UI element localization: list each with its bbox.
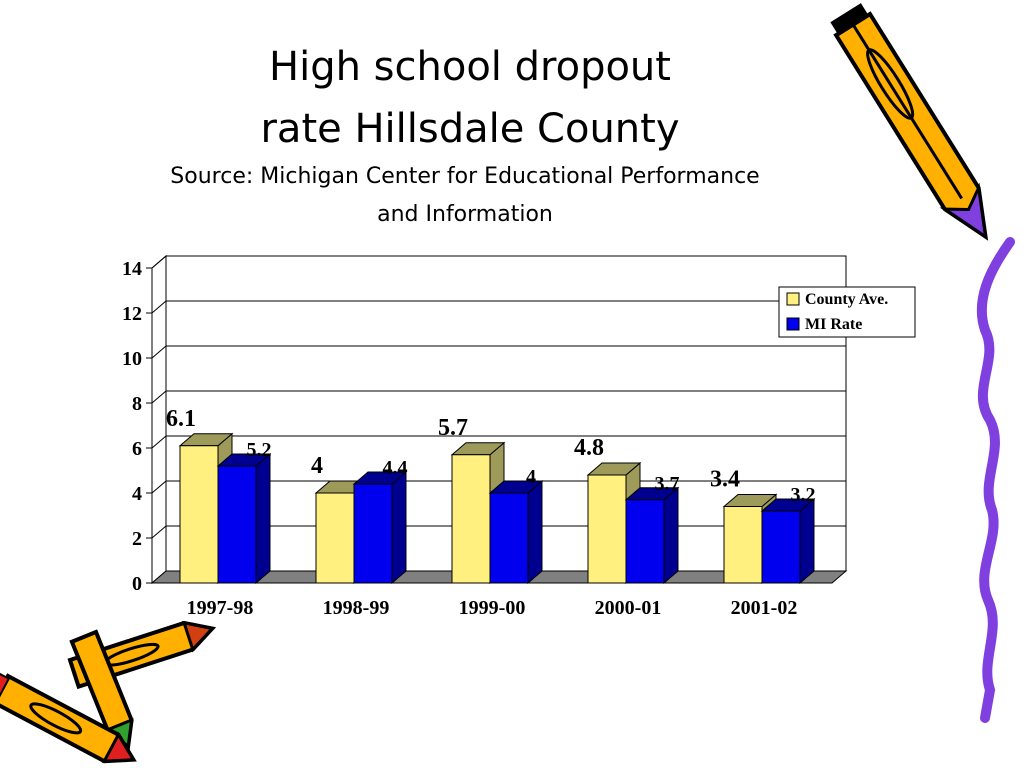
y-tick-label: 0	[132, 573, 142, 595]
y-tick-label: 12	[122, 303, 142, 325]
bar	[179, 445, 219, 584]
data-label: 3.2	[791, 484, 816, 506]
legend: County Ave. MI Rate	[778, 286, 916, 338]
x-tick-label: 1997-98	[187, 597, 254, 619]
legend-entry: County Ave.	[805, 291, 888, 308]
x-tick-label: 1999-00	[459, 597, 526, 619]
legend-swatch	[786, 292, 800, 306]
bar	[625, 499, 665, 584]
y-tick-label: 14	[122, 258, 142, 280]
data-label: 3.7	[655, 473, 680, 495]
data-label: 5.2	[247, 439, 272, 461]
data-label: 4	[311, 453, 323, 479]
data-label: 4.8	[574, 435, 604, 461]
bar-side	[663, 486, 679, 585]
data-label: 5.7	[438, 415, 468, 441]
x-tick-label: 1998-99	[323, 597, 390, 619]
gridline	[151, 435, 846, 449]
gridline	[151, 345, 846, 359]
bar	[451, 454, 491, 584]
bar	[489, 492, 529, 584]
bar-side	[391, 470, 407, 585]
x-tick-label: 2001-02	[731, 597, 798, 619]
y-tick-label: 10	[122, 348, 142, 370]
title-line-2: rate Hillsdale County	[260, 106, 680, 152]
title-line-1: High school dropout	[269, 44, 671, 90]
bar	[761, 510, 801, 584]
legend-swatch	[786, 317, 800, 331]
legend-entry: MI Rate	[805, 316, 862, 333]
data-label: 4	[526, 466, 536, 488]
data-label: 4.4	[383, 457, 408, 479]
data-label: 3.4	[710, 467, 740, 493]
subtitle-line-2: and Information	[377, 202, 553, 227]
bar-side	[255, 452, 271, 585]
bar	[315, 492, 355, 584]
legend-box	[778, 286, 916, 338]
y-tick-label: 8	[132, 393, 142, 415]
bar	[723, 506, 763, 584]
subtitle-line-1: Source: Michigan Center for Educational …	[170, 164, 760, 189]
gridline	[151, 300, 846, 314]
y-tick-label: 4	[132, 483, 142, 505]
bar	[587, 474, 627, 584]
plot-side-wall	[151, 254, 167, 585]
bar-side	[799, 497, 815, 585]
y-tick-label: 2	[132, 528, 142, 550]
data-label: 6.1	[166, 406, 196, 432]
bar	[353, 483, 393, 584]
gridline	[151, 255, 846, 269]
bar-side	[527, 479, 543, 585]
y-tick-label: 6	[132, 438, 142, 460]
bar	[217, 465, 257, 584]
x-tick-label: 2000-01	[595, 597, 662, 619]
gridline	[151, 390, 846, 404]
